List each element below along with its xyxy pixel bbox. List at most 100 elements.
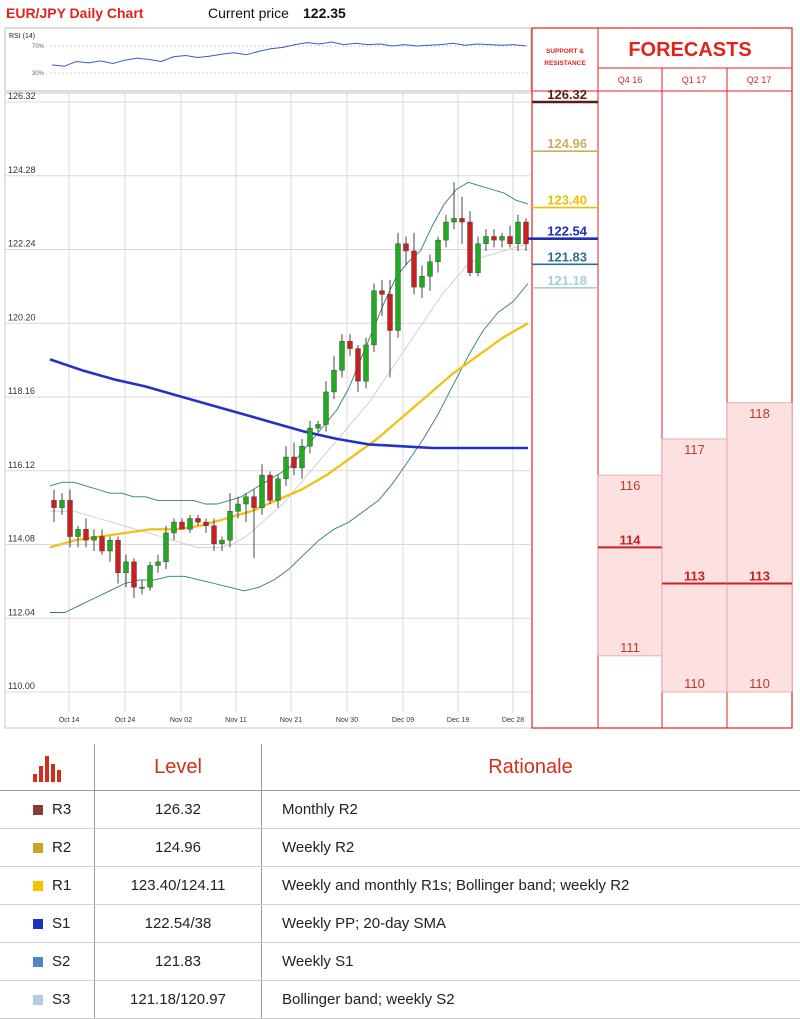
- x-tick-label: Oct 24: [115, 717, 136, 724]
- candle-body-up: [92, 537, 97, 541]
- row-level: 122.54/38: [95, 905, 262, 943]
- r2-swatch: [33, 843, 43, 853]
- candle-body-up: [420, 276, 425, 287]
- levels-table-header: Level Rationale: [0, 744, 800, 791]
- table-row-s1: S1 122.54/38 Weekly PP; 20-day SMA: [0, 905, 800, 943]
- row-level: 123.40/124.11: [95, 867, 262, 905]
- x-tick-label: Oct 14: [59, 717, 80, 724]
- row-rationale: Weekly R2: [262, 829, 800, 867]
- table-row-r3: R3 126.32 Monthly R2: [0, 791, 800, 829]
- s3-swatch: [33, 995, 43, 1005]
- level-column-header: Level: [95, 744, 262, 791]
- row-name: R3: [52, 801, 71, 818]
- rsi-tick-70: 70%: [32, 44, 45, 50]
- forecast-high-label: 118: [749, 406, 770, 421]
- x-tick-label: Dec 19: [447, 717, 469, 724]
- candle-body-down: [524, 222, 529, 244]
- forecast-high-label: 117: [684, 442, 705, 457]
- candle-body-up: [428, 262, 433, 276]
- candle-body-down: [388, 294, 393, 330]
- candle-body-up: [396, 244, 401, 331]
- candle-body-down: [468, 222, 473, 273]
- candle-body-up: [228, 511, 233, 540]
- bar-chart-icon-cell: [0, 744, 95, 791]
- candle-body-up: [340, 341, 345, 370]
- row-name: S3: [52, 991, 70, 1008]
- y-tick-label: 120.20: [8, 312, 36, 322]
- table-row-s2: S2 121.83 Weekly S1: [0, 943, 800, 981]
- row-rationale: Weekly S1: [262, 943, 800, 981]
- forecast-low-label: 110: [749, 676, 770, 691]
- forecast-col-label-q2-17: Q2 17: [747, 75, 772, 85]
- candle-body-down: [68, 500, 73, 536]
- candle-body-up: [108, 540, 113, 551]
- candle-body-up: [284, 457, 289, 479]
- sr-value-r1: 123.40: [547, 193, 587, 208]
- candle-body-up: [148, 565, 153, 587]
- rsi-panel: [5, 28, 531, 91]
- sr-value-r3: 126.32: [547, 87, 587, 102]
- row-rationale: Monthly R2: [262, 791, 800, 829]
- candle-body-down: [380, 291, 385, 295]
- y-tick-label: 110.00: [8, 681, 35, 691]
- candle-body-up: [516, 222, 521, 244]
- s1-swatch: [33, 919, 43, 929]
- table-row-r1: R1 123.40/124.11 Weekly and monthly R1s;…: [0, 867, 800, 905]
- row-rationale: Weekly and monthly R1s; Bollinger band; …: [262, 867, 800, 905]
- candle-body-up: [76, 529, 81, 536]
- y-tick-label: 118.16: [8, 386, 35, 396]
- s2-swatch: [33, 957, 43, 967]
- y-tick-label: 122.24: [8, 239, 36, 249]
- candle-body-down: [404, 244, 409, 251]
- row-rationale: Bollinger band; weekly S2: [262, 981, 800, 1019]
- candle-body-down: [132, 562, 137, 587]
- candle-body-down: [196, 518, 201, 522]
- row-level: 124.96: [95, 829, 262, 867]
- rationale-column-header: Rationale: [262, 744, 800, 791]
- table-row-s3: S3 121.18/120.97 Bollinger band; weekly …: [0, 981, 800, 1019]
- candle-body-up: [156, 562, 161, 566]
- row-level: 126.32: [95, 791, 262, 829]
- candle-body-down: [492, 236, 497, 240]
- rsi-label: RSI (14): [9, 33, 35, 40]
- sr-value-s2: 121.83: [547, 249, 587, 264]
- chart-panel: EUR/JPY Daily Chart Current price 122.35…: [0, 0, 800, 744]
- candle-body-up: [452, 218, 457, 222]
- price-plot-area: [5, 93, 532, 728]
- rsi-tick-30: 30%: [32, 71, 45, 77]
- candle-body-down: [292, 457, 297, 468]
- candle-body-up: [300, 446, 305, 468]
- levels-table: Level Rationale R3 126.32 Monthly R2 R2 …: [0, 744, 800, 1019]
- candle-body-up: [276, 479, 281, 501]
- forecasts-title: FORECASTS: [628, 39, 751, 61]
- candle-body-down: [84, 529, 89, 540]
- sr-title-line-1: SUPPORT &: [546, 48, 584, 55]
- row-name: R2: [52, 839, 71, 856]
- candle-body-up: [500, 236, 505, 240]
- forecast-mid-label: 113: [684, 569, 705, 584]
- forecast-range-2: [727, 403, 792, 692]
- candle-body-up: [236, 504, 241, 511]
- candle-body-up: [140, 587, 145, 588]
- row-rationale: Weekly PP; 20-day SMA: [262, 905, 800, 943]
- row-level: 121.18/120.97: [95, 981, 262, 1019]
- y-tick-label: 126.32: [8, 91, 36, 101]
- candle-body-down: [412, 251, 417, 287]
- forecast-range-0: [598, 475, 662, 656]
- forecast-low-label: 111: [620, 640, 640, 655]
- r3-swatch: [33, 805, 43, 815]
- candle-body-up: [60, 500, 65, 507]
- candle-body-up: [364, 345, 369, 381]
- forecast-mid-label: 114: [620, 532, 642, 547]
- candle-body-up: [436, 240, 441, 262]
- x-tick-label: Nov 30: [336, 717, 358, 724]
- candle-body-down: [116, 540, 121, 573]
- sr-value-s3: 121.18: [547, 273, 587, 288]
- candle-body-up: [324, 392, 329, 425]
- chart-title: EUR/JPY Daily Chart: [6, 5, 144, 21]
- candle-body-down: [180, 522, 185, 529]
- row-name: S2: [52, 953, 70, 970]
- forecast-mid-label: 113: [749, 569, 770, 584]
- candle-body-up: [332, 370, 337, 392]
- row-name: R1: [52, 877, 71, 894]
